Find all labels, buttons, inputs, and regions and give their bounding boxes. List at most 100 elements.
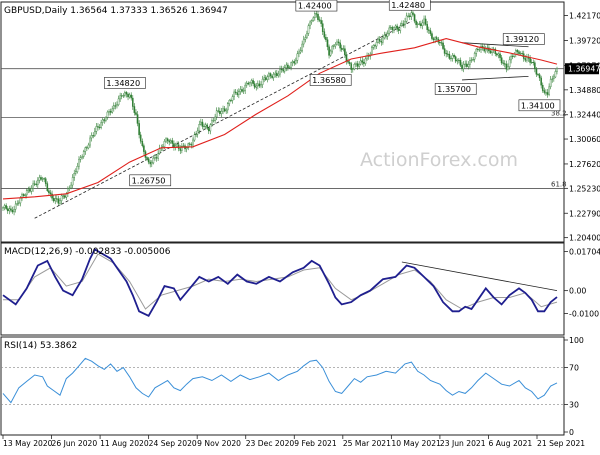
candle-body xyxy=(442,42,444,49)
candle-body xyxy=(304,37,307,40)
candle-body xyxy=(432,38,435,41)
candle-body xyxy=(109,111,112,113)
candle-body xyxy=(257,83,259,87)
candle-body xyxy=(333,45,335,47)
price-label: 1.42480 xyxy=(391,0,425,10)
x-tick-label: 13 May 2020 xyxy=(3,439,53,448)
candle-body xyxy=(166,138,169,141)
candle-body xyxy=(190,144,193,146)
candle-body xyxy=(526,57,528,61)
rsi-panel-frame xyxy=(0,336,565,436)
x-tick-label: 23 Dec 2020 xyxy=(246,439,295,448)
candle-body xyxy=(14,203,17,210)
candle-body xyxy=(56,198,58,200)
price-header: GBPUSD,Daily 1.36564 1.37333 1.36526 1.3… xyxy=(4,6,228,16)
rsi-header: RSI(14) 53.3862 xyxy=(4,341,77,351)
candle-body xyxy=(462,64,465,69)
macd-line xyxy=(2,248,558,317)
candle-body xyxy=(266,76,269,80)
candle-body xyxy=(328,46,330,56)
candle-body xyxy=(415,20,417,25)
candle-body xyxy=(534,62,536,69)
candle-body xyxy=(473,53,476,60)
macd-header: MACD(12,26,9) -0.002833 -0.005006 xyxy=(4,247,171,257)
candle-body xyxy=(52,198,55,202)
candle-body xyxy=(344,48,346,55)
candle-body xyxy=(440,42,443,44)
candle-body xyxy=(337,41,340,44)
price-label-box xyxy=(129,174,172,187)
candle-body xyxy=(293,61,296,64)
candle-body xyxy=(212,120,215,122)
candle-body xyxy=(51,193,53,199)
price-label-box xyxy=(518,99,561,112)
candle-body xyxy=(11,209,14,213)
x-tick-label: 10 May 2021 xyxy=(391,439,441,448)
candle-body xyxy=(169,140,172,143)
macd-panel-frame xyxy=(0,242,565,336)
candle-body xyxy=(32,183,34,189)
candle-body xyxy=(405,15,408,22)
candle-body xyxy=(48,190,50,193)
candle-body xyxy=(538,74,541,79)
candle-body xyxy=(412,12,414,15)
candle-body xyxy=(106,111,109,118)
candle-body xyxy=(371,47,373,55)
candle-body xyxy=(223,108,226,112)
candle-body xyxy=(192,139,194,146)
candle-body xyxy=(556,68,558,72)
candle-body xyxy=(359,60,362,65)
candle-body xyxy=(150,162,153,165)
candle-body xyxy=(469,60,471,65)
candle-body xyxy=(494,48,497,54)
candle-body xyxy=(269,73,272,77)
candle-body xyxy=(157,153,159,159)
candle-body xyxy=(307,25,310,34)
candle-body xyxy=(470,59,473,61)
candle-body xyxy=(374,45,376,47)
candle-body xyxy=(516,50,519,52)
candle-body xyxy=(87,144,90,149)
candle-body xyxy=(446,53,449,55)
candle-body xyxy=(90,135,93,139)
candle-body xyxy=(287,64,289,68)
candle-body xyxy=(57,198,60,204)
candle-body xyxy=(103,119,106,121)
current-price-tag xyxy=(565,63,599,75)
candle-body xyxy=(377,38,379,43)
candle-body xyxy=(499,53,501,58)
candle-body xyxy=(127,93,129,98)
price-label: 1.26750 xyxy=(132,175,166,185)
candle-body xyxy=(554,71,557,78)
candle-body xyxy=(38,177,41,181)
candle-body xyxy=(508,59,511,68)
candle-body xyxy=(285,64,288,68)
candle-body xyxy=(529,58,531,63)
candle-body xyxy=(76,165,79,172)
candle-body xyxy=(79,157,82,160)
candle-body xyxy=(315,13,318,15)
candle-body xyxy=(401,23,403,26)
candle-body xyxy=(111,108,114,113)
candle-body xyxy=(255,85,258,88)
x-tick-label: 25 Mar 2021 xyxy=(343,439,391,448)
candle-body xyxy=(49,192,52,195)
candle-body xyxy=(41,178,44,180)
moving-average-line xyxy=(2,38,558,200)
y-tick-label: 1.42170 xyxy=(569,11,600,20)
candle-body xyxy=(244,84,246,91)
candle-body xyxy=(318,19,321,21)
candle-body xyxy=(95,126,98,132)
macd-y-tick-label: 0.00 xyxy=(569,287,586,296)
candle-body xyxy=(484,49,487,52)
candle-body xyxy=(35,183,38,185)
candle-body xyxy=(500,57,503,64)
candle-body xyxy=(295,60,297,64)
candle-body xyxy=(402,23,405,25)
candle-body xyxy=(477,48,479,50)
candle-body xyxy=(546,92,549,95)
candle-body xyxy=(393,27,395,31)
candle-body xyxy=(195,133,197,135)
price-label: 1.39120 xyxy=(505,34,539,44)
candle-body xyxy=(203,126,205,128)
